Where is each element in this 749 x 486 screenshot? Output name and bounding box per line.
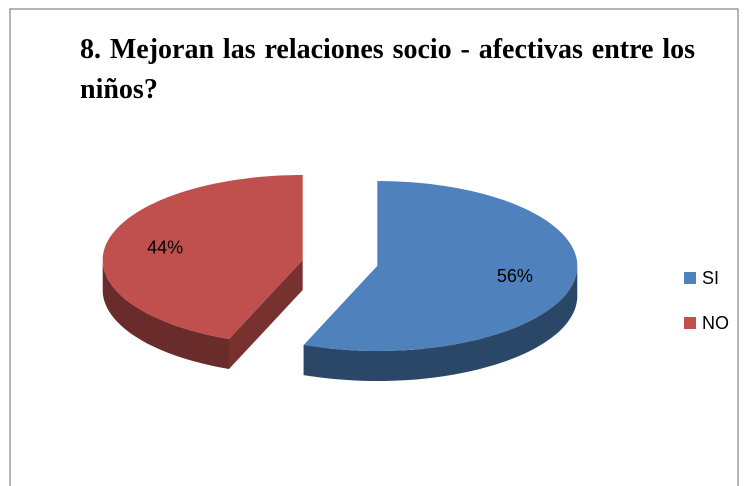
pie-slice [303, 181, 578, 351]
chart-title: 8. Mejoran las relaciones socio - afecti… [80, 34, 695, 105]
data-label: 44% [147, 238, 183, 258]
data-label: 56% [497, 266, 533, 286]
chart-border [9, 8, 739, 486]
pie-slice [102, 175, 303, 339]
slice-outer-wall [303, 266, 578, 381]
legend-label: NO [702, 313, 729, 333]
slice-tops [102, 175, 578, 351]
legend-swatch [684, 317, 696, 329]
legend-label: SI [702, 268, 719, 288]
legend-swatch [684, 272, 696, 284]
slice-outer-wall [102, 260, 229, 369]
slice-cut-face [229, 260, 303, 369]
